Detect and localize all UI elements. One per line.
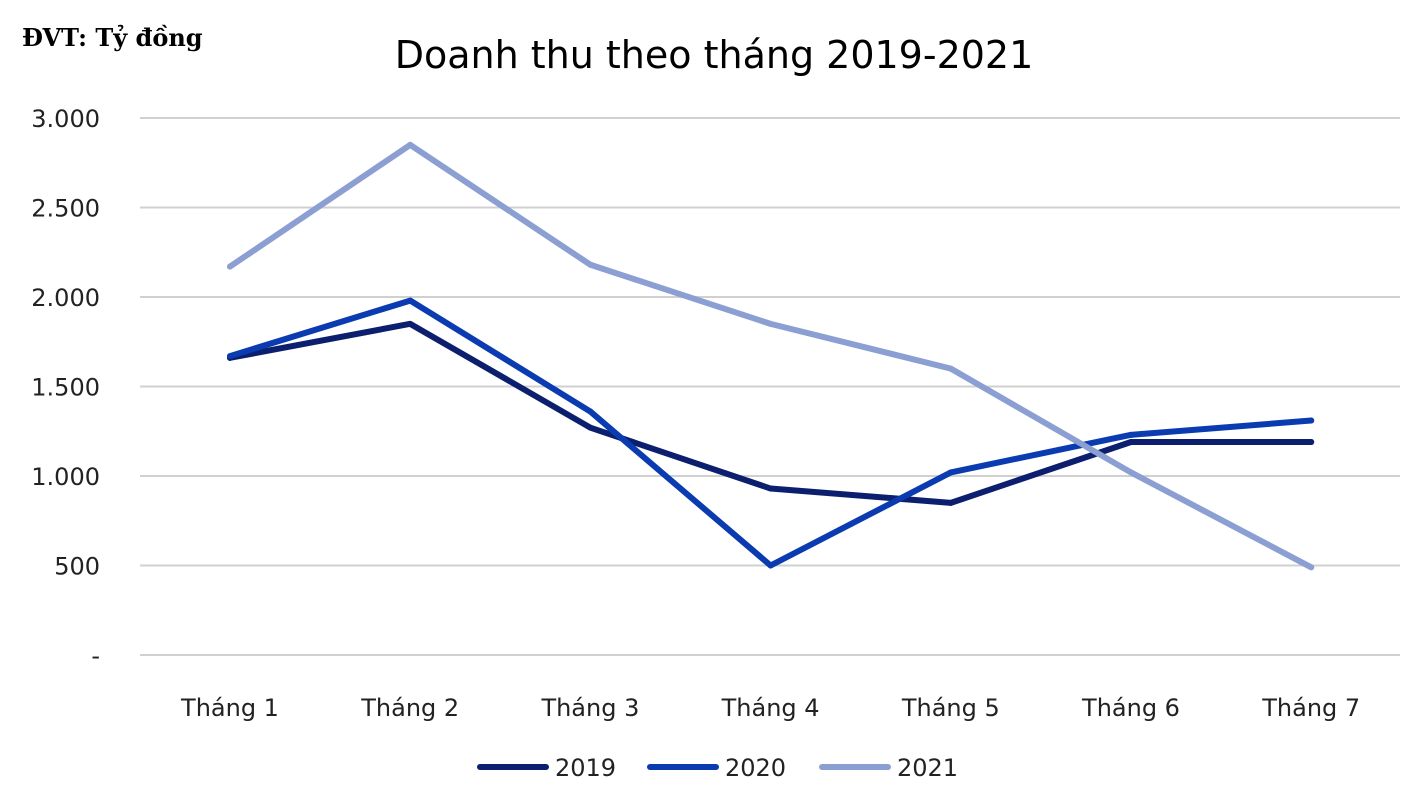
data-point-2019 [947, 499, 954, 506]
data-point-2020 [407, 297, 414, 304]
x-tick-label: Tháng 5 [901, 694, 1000, 722]
data-point-2020 [767, 562, 774, 569]
unit-label: ĐVT: Tỷ đồng [22, 23, 203, 52]
x-tick-label: Tháng 6 [1081, 694, 1180, 722]
legend-label: 2021 [897, 754, 958, 782]
legend-item-2021: 2021 [819, 754, 958, 782]
data-point-2021 [1308, 564, 1315, 571]
y-tick-label: - [91, 642, 100, 670]
data-point-2020 [587, 408, 594, 415]
data-point-2020 [1128, 431, 1134, 438]
data-point-2021 [587, 261, 594, 268]
data-point-2019 [407, 320, 414, 327]
data-point-2019 [1308, 438, 1315, 445]
data-point-2019 [1128, 438, 1134, 445]
y-tick-label: 2.000 [31, 284, 100, 312]
data-point-2021 [947, 365, 954, 372]
gridlines [140, 117, 1400, 656]
data-point-2020 [227, 353, 233, 360]
series-lines [227, 141, 1315, 571]
legend: 2019 2020 2021 [477, 754, 958, 782]
series-line-2020 [227, 297, 1315, 569]
x-tick-label: Tháng 3 [540, 694, 639, 722]
legend-label: 2020 [725, 754, 786, 782]
y-axis-ticks: - 500 1.000 1.500 2.000 2.500 3.000 [31, 105, 100, 670]
x-tick-label: Tháng 1 [180, 694, 279, 722]
y-tick-label: 2.500 [31, 195, 100, 223]
y-tick-label: 1.500 [31, 374, 100, 402]
y-tick-label: 1.000 [31, 463, 100, 491]
data-point-2021 [1128, 469, 1134, 476]
data-point-2020 [947, 469, 954, 476]
x-tick-label: Tháng 2 [360, 694, 459, 722]
x-axis-ticks: Tháng 1 Tháng 2 Tháng 3 Tháng 4 Tháng 5 Tháng… [180, 694, 1360, 722]
chart-title: Doanh thu theo tháng 2019-2021 [395, 33, 1034, 77]
data-point-2021 [767, 320, 774, 327]
y-tick-label: 3.000 [31, 105, 100, 133]
x-tick-label: Tháng 4 [721, 694, 820, 722]
data-point-2019 [587, 424, 594, 431]
data-point-2020 [1308, 417, 1315, 424]
data-point-2021 [227, 263, 233, 270]
data-point-2021 [407, 141, 414, 148]
legend-item-2020: 2020 [647, 754, 786, 782]
x-tick-label: Tháng 7 [1261, 694, 1360, 722]
y-tick-label: 500 [54, 553, 100, 581]
legend-item-2019: 2019 [477, 754, 616, 782]
legend-label: 2019 [555, 754, 616, 782]
data-point-2019 [767, 485, 774, 492]
